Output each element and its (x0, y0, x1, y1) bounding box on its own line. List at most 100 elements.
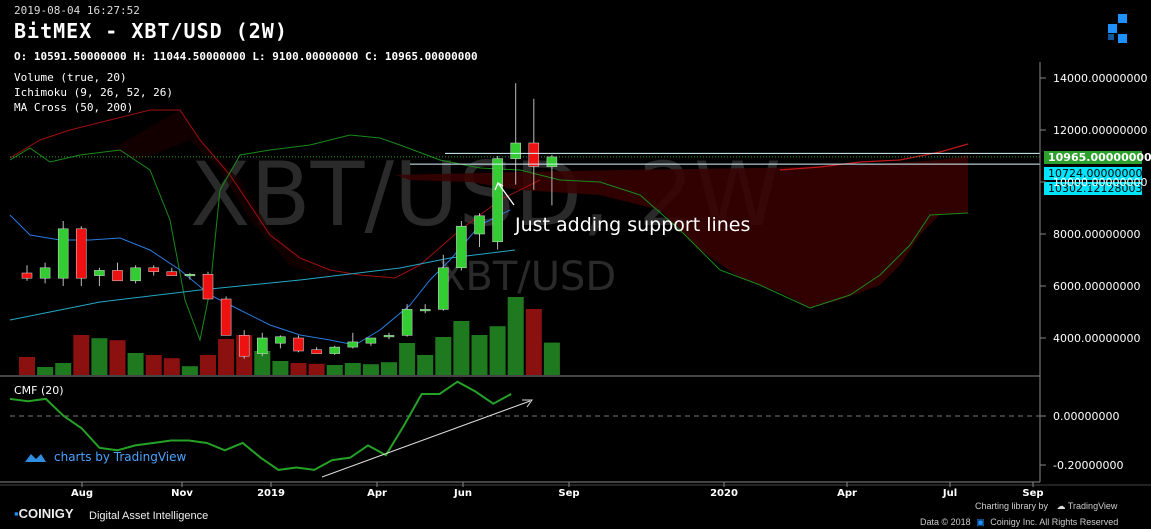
tradingview-cloud-icon (25, 454, 46, 462)
candle-body (184, 274, 196, 277)
candle-body (166, 271, 178, 276)
cmf-trend-arrow (321, 400, 531, 478)
candle-body (202, 274, 214, 300)
volume-bar (73, 335, 90, 375)
tradingview-badge[interactable]: charts by TradingView (25, 450, 186, 464)
candle-body (383, 335, 395, 338)
indicator-ma-cross[interactable]: MA Cross (50, 200) (14, 101, 134, 114)
candle-body (238, 335, 250, 357)
price-tick-label: 10000.00000000 (1053, 176, 1147, 189)
ma-long-line (9, 249, 516, 321)
candle-body (492, 158, 503, 243)
candle-body (329, 346, 340, 354)
volume-bar (525, 309, 542, 375)
coinigy-small-icon: ▣ (976, 517, 985, 527)
candle-body (220, 298, 232, 336)
volume-bar (145, 355, 162, 375)
volume-bar (127, 353, 144, 375)
time-tick-label: Apr (837, 488, 857, 499)
volume-bar (507, 297, 524, 375)
cmf-trend-arrowhead (522, 399, 533, 408)
volume-bar (435, 337, 452, 375)
chart-title: BitMEX - XBT/USD (2W) (14, 19, 288, 43)
candle-body (546, 156, 558, 167)
volume-bar (163, 358, 180, 375)
annotation-arrow (497, 182, 515, 206)
volume-bar (417, 355, 434, 375)
price-tick-label: 6000.00000000 (1053, 280, 1140, 293)
volume-bar (55, 363, 72, 375)
volume-bar (37, 367, 54, 375)
tradingview-badge-text[interactable]: charts by TradingView (54, 450, 186, 464)
candle-body (474, 215, 485, 235)
candle-body (275, 336, 286, 344)
footer-data-line: Data © 2018 ▣ Coinigy Inc. All Rights Re… (920, 517, 1119, 527)
candle-body (148, 267, 159, 272)
volume-bar (362, 364, 379, 375)
annotation-arrowhead (494, 182, 504, 191)
price-tick-label: 8000.00000000 (1053, 228, 1140, 241)
candle-body (57, 228, 69, 279)
volume-bar (326, 365, 343, 375)
time-tick-label: 2019 (257, 488, 285, 499)
candle-body (130, 267, 141, 282)
candle-body (39, 267, 51, 279)
watermark-sub: XBT/USD (438, 254, 616, 300)
ichimoku-cloud-past (110, 110, 330, 280)
cmf-tick-label: -0.20000000 (1053, 459, 1123, 472)
cmf-tick-label: 0.00000000 (1053, 410, 1119, 423)
candle-body (112, 270, 123, 282)
candle-body (438, 267, 449, 310)
volume-bar (381, 362, 397, 375)
cmf-line (9, 380, 512, 471)
support-2-label-bg (1044, 182, 1142, 195)
volume-bar (489, 326, 506, 375)
time-tick-label: Jun (453, 488, 472, 499)
volume-bar (543, 342, 560, 375)
footer-charting-library: Charting library by ☁ TradingView (975, 501, 1118, 511)
footer-logo-icon: ▪ (14, 506, 19, 521)
time-tick-label: Apr (367, 488, 387, 499)
candle-body (419, 309, 431, 312)
coinigy-logo-icon (1091, 4, 1147, 52)
volume-bar (399, 343, 416, 375)
volume-bar (19, 357, 35, 375)
time-tick-label: Sep (1022, 488, 1043, 499)
volume-bar (272, 361, 289, 375)
time-tick-label: Sep (558, 488, 579, 499)
support-2-label: 10302.12128003 (1048, 182, 1142, 195)
candle-body (257, 337, 268, 354)
time-tick-label: Aug (71, 488, 93, 499)
volume-bar (91, 338, 108, 375)
time-tick-label: Jul (942, 488, 957, 499)
support-1-label: 10724.00000000 (1048, 167, 1142, 180)
candle-body (365, 337, 377, 344)
volume-bar (218, 339, 235, 375)
candle-body (94, 270, 105, 276)
candle-body (401, 309, 413, 336)
price-tick-label: 14000.00000000 (1053, 72, 1147, 85)
footer-brand: ▪COINIGY (14, 506, 74, 521)
indicator-volume[interactable]: Volume (true, 20) (14, 71, 127, 84)
last-price-label: 10965.00000000 (1048, 151, 1151, 164)
candle-body (510, 142, 521, 159)
candle-body (528, 142, 540, 167)
volume-bar (453, 321, 470, 375)
tradingview-footer-icon: ☁ (1056, 501, 1066, 511)
price-tick-label: 12000.00000000 (1053, 124, 1147, 137)
footer-tagline: Digital Asset Intelligence (89, 510, 209, 522)
volume-bar (200, 355, 216, 375)
indicator-ichimoku[interactable]: Ichimoku (9, 26, 52, 26) (14, 86, 173, 99)
candle-body (21, 272, 33, 279)
cmf-title: CMF (20) (14, 384, 64, 397)
volume-bar (290, 363, 307, 375)
ichimoku-span-b-future (779, 143, 969, 171)
time-tick-label: 2020 (710, 488, 738, 499)
ohlc-readout: O: 10591.50000000 H: 11044.50000000 L: 9… (14, 50, 478, 63)
candle-body (456, 225, 467, 269)
annotation-text: Just adding support lines (514, 214, 750, 236)
ma-short-line (9, 209, 511, 346)
last-price-label-bg (1044, 151, 1142, 164)
volume-bar (181, 366, 198, 375)
